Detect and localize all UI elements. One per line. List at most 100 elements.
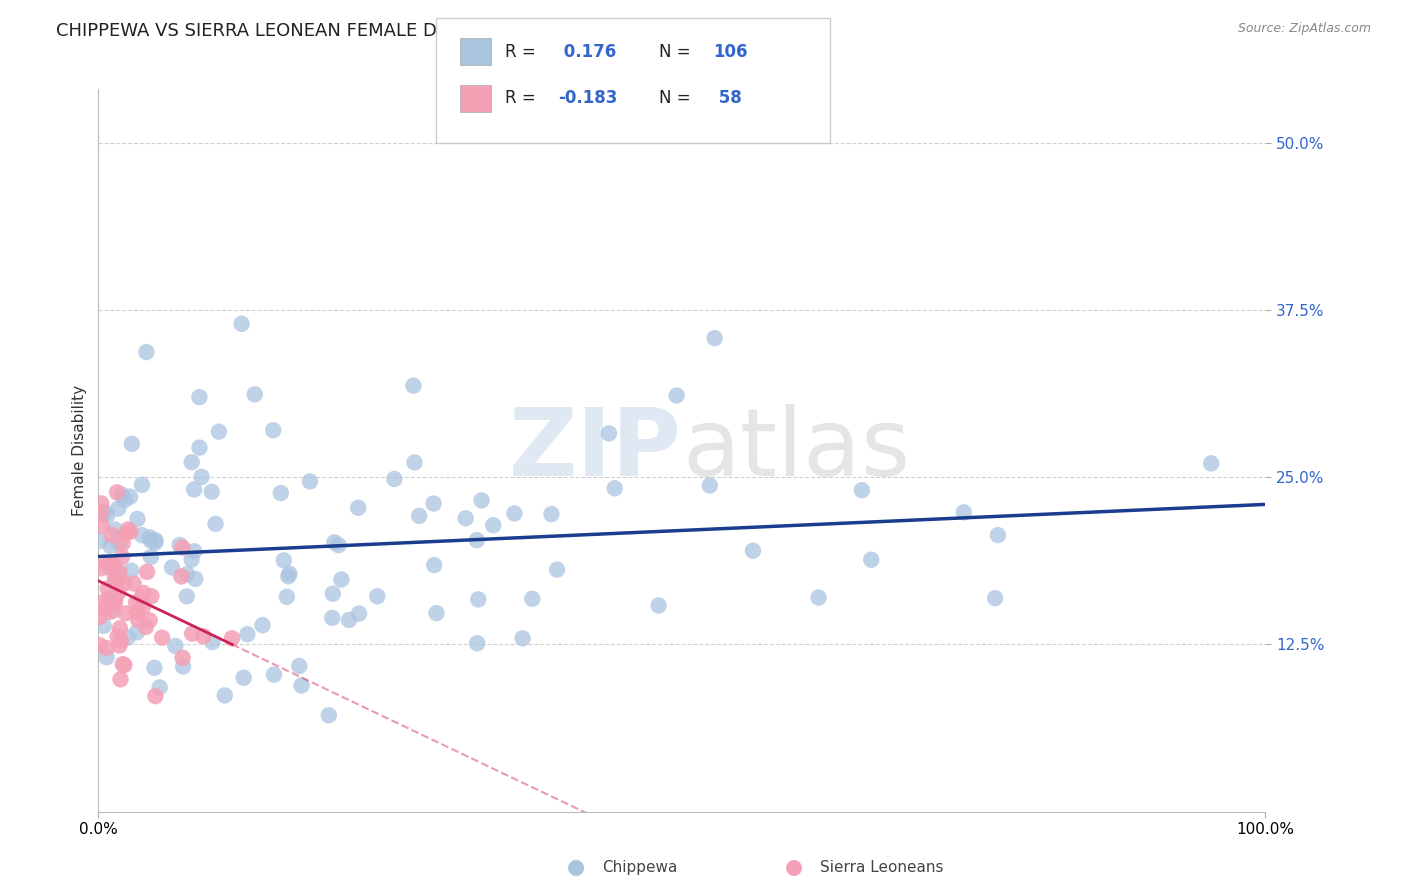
Point bbox=[104, 569, 127, 583]
Point bbox=[127, 613, 149, 627]
Point bbox=[89, 533, 111, 548]
Point bbox=[107, 573, 129, 587]
Point bbox=[149, 681, 172, 695]
Point bbox=[288, 659, 311, 673]
Point bbox=[93, 619, 115, 633]
Point bbox=[112, 576, 135, 591]
Point bbox=[408, 508, 430, 523]
Point bbox=[321, 611, 343, 625]
Point bbox=[176, 590, 198, 604]
Text: ZIP: ZIP bbox=[509, 404, 682, 497]
Point bbox=[465, 533, 488, 548]
Point bbox=[703, 331, 725, 345]
Point bbox=[232, 671, 254, 685]
Point bbox=[860, 553, 883, 567]
Point bbox=[470, 493, 492, 508]
Point bbox=[987, 528, 1010, 542]
Point bbox=[540, 507, 562, 521]
Point bbox=[603, 481, 626, 495]
Point bbox=[105, 485, 128, 500]
Text: R =: R = bbox=[505, 89, 536, 107]
Point bbox=[298, 475, 321, 489]
Point bbox=[136, 565, 159, 579]
Point bbox=[114, 607, 136, 621]
Point bbox=[278, 566, 301, 581]
Point bbox=[467, 592, 489, 607]
Point bbox=[169, 538, 191, 552]
Point bbox=[117, 523, 139, 537]
Point bbox=[402, 378, 425, 392]
Point bbox=[170, 569, 193, 583]
Point bbox=[546, 563, 568, 577]
Point bbox=[108, 639, 131, 653]
Point bbox=[201, 635, 224, 649]
Point bbox=[318, 708, 340, 723]
Point bbox=[180, 455, 202, 469]
Point bbox=[143, 535, 166, 549]
Point bbox=[96, 508, 118, 523]
Point bbox=[465, 636, 488, 650]
Point bbox=[454, 511, 477, 525]
Point bbox=[482, 518, 505, 533]
Point bbox=[263, 667, 285, 681]
Point bbox=[107, 629, 129, 643]
Point bbox=[160, 560, 183, 574]
Point bbox=[98, 556, 121, 570]
Text: 58: 58 bbox=[713, 89, 741, 107]
Point bbox=[665, 388, 688, 402]
Point bbox=[98, 539, 121, 553]
Point bbox=[647, 599, 669, 613]
Point bbox=[742, 543, 765, 558]
Point bbox=[188, 441, 211, 455]
Point bbox=[89, 610, 111, 624]
Text: atlas: atlas bbox=[682, 404, 910, 497]
Point bbox=[120, 564, 142, 578]
Point bbox=[111, 536, 134, 550]
Point bbox=[807, 591, 830, 605]
Point bbox=[97, 582, 120, 596]
Point bbox=[104, 574, 127, 589]
Point bbox=[172, 659, 194, 673]
Point bbox=[103, 603, 125, 617]
Point bbox=[328, 538, 350, 552]
Point bbox=[118, 490, 141, 504]
Point bbox=[188, 390, 211, 404]
Point bbox=[425, 606, 447, 620]
Point bbox=[423, 558, 446, 573]
Point bbox=[121, 437, 143, 451]
Point bbox=[131, 590, 153, 604]
Point bbox=[276, 590, 298, 604]
Point bbox=[100, 528, 122, 542]
Point bbox=[132, 586, 155, 600]
Point bbox=[103, 598, 125, 612]
Point bbox=[330, 573, 353, 587]
Text: R =: R = bbox=[505, 43, 536, 61]
Point bbox=[404, 455, 426, 469]
Point bbox=[90, 496, 112, 510]
Text: Chippewa: Chippewa bbox=[602, 860, 678, 874]
Point bbox=[522, 591, 544, 606]
Point bbox=[139, 549, 162, 564]
Point bbox=[117, 631, 139, 645]
Point bbox=[127, 605, 149, 619]
Point bbox=[172, 541, 194, 555]
Point bbox=[104, 593, 127, 607]
Point bbox=[132, 600, 155, 615]
Point bbox=[96, 650, 118, 665]
Point bbox=[108, 565, 131, 579]
Point bbox=[90, 506, 112, 520]
Point bbox=[252, 618, 274, 632]
Point bbox=[111, 657, 134, 672]
Point bbox=[193, 629, 215, 643]
Point bbox=[104, 592, 127, 607]
Text: 106: 106 bbox=[713, 43, 748, 61]
Point bbox=[110, 673, 132, 687]
Point bbox=[183, 544, 205, 558]
Point bbox=[98, 605, 121, 619]
Point bbox=[111, 549, 134, 564]
Point bbox=[984, 591, 1007, 606]
Point bbox=[139, 533, 162, 548]
Point bbox=[262, 423, 284, 437]
Point bbox=[366, 589, 388, 603]
Point bbox=[107, 536, 129, 550]
